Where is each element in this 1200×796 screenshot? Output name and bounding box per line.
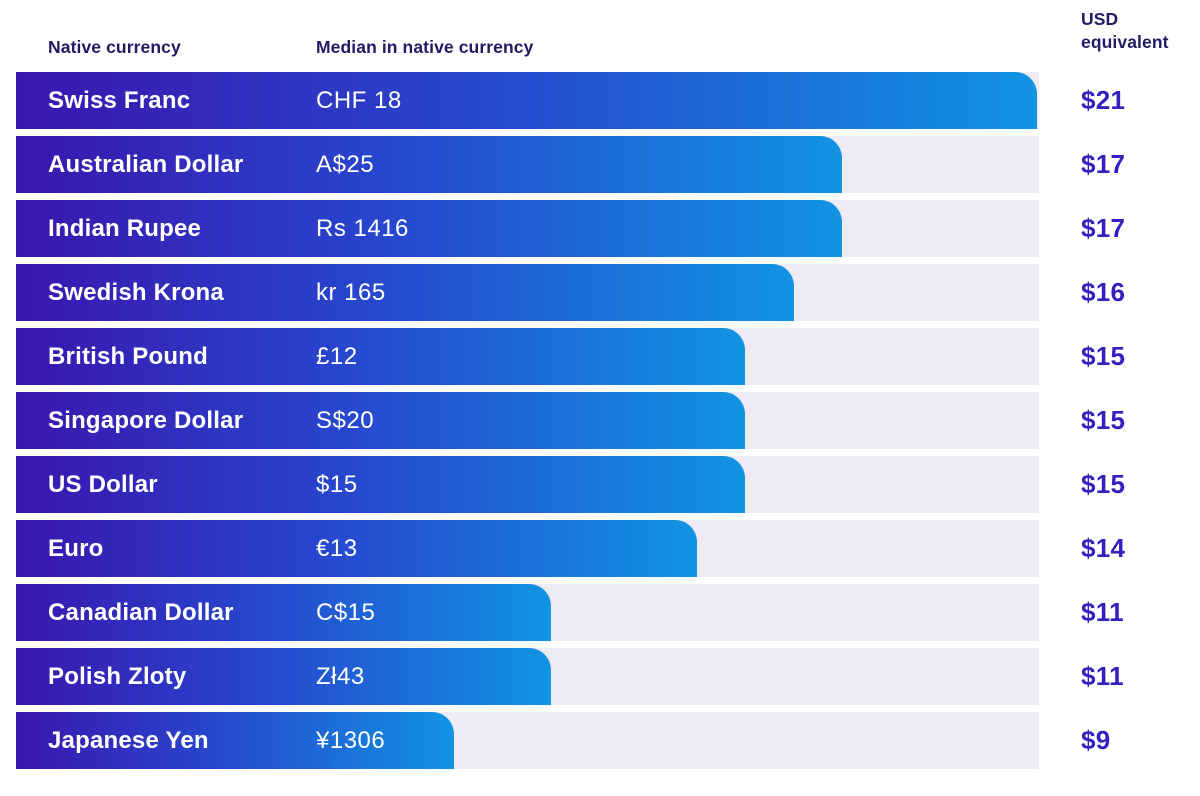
bar: Japanese Yen ¥1306 [16,712,454,769]
bar: Euro €13 [16,520,697,577]
chart-row: Canadian Dollar C$15 $11 [16,584,1125,641]
median-value: C$15 [316,598,376,626]
bar: Indian Rupee Rs 1416 [16,200,843,257]
bar-track: Swiss Franc CHF 18 [16,72,1039,129]
median-value: Rs 1416 [316,214,409,242]
usd-value: $16 [1081,277,1126,307]
bar: Swiss Franc CHF 18 [16,72,1037,129]
chart-row: Indian Rupee Rs 1416 $17 [16,200,1125,257]
median-value: CHF 18 [316,86,402,114]
bar: Polish Zloty Zł43 [16,648,551,705]
currency-label: British Pound [48,342,208,370]
chart-row: US Dollar $15 $15 [16,456,1125,513]
usd-value: $11 [1081,661,1124,691]
usd-value: $11 [1081,597,1124,627]
chart-row: Singapore Dollar S$20 $15 [16,392,1125,449]
median-value: S$20 [316,406,375,434]
usd-value: $17 [1081,149,1126,179]
chart-row: British Pound £12 $15 [16,328,1125,385]
currency-label: Japanese Yen [48,726,209,754]
usd-value: $9 [1081,725,1111,755]
bar-rows: Swiss Franc CHF 18 $21 Australian Dollar… [16,72,1125,769]
column-header-usd-equivalent: USD equivalent [1081,9,1169,52]
bar-track: Australian Dollar A$25 [16,136,1039,193]
usd-value: $14 [1081,533,1126,563]
bar-track: Swedish Krona kr 165 [16,264,1039,321]
median-value: $15 [316,470,358,498]
chart-row: Japanese Yen ¥1306 $9 [16,712,1125,769]
chart-row: Polish Zloty Zł43 $11 [16,648,1125,705]
bar: US Dollar $15 [16,456,746,513]
bar-track: Polish Zloty Zł43 [16,648,1039,705]
median-value: A$25 [316,150,375,178]
bar-track: US Dollar $15 [16,456,1039,513]
median-value: ¥1306 [316,726,386,754]
currency-label: US Dollar [48,470,158,498]
bar: Singapore Dollar S$20 [16,392,746,449]
column-header-median-native: Median in native currency [316,37,534,57]
median-value: kr 165 [316,278,386,306]
currency-label: Swedish Krona [48,278,224,306]
chart-row: Euro €13 $14 [16,520,1125,577]
bar-track: Japanese Yen ¥1306 [16,712,1039,769]
median-value: €13 [316,534,358,562]
chart-row: Swiss Franc CHF 18 $21 [16,72,1125,129]
median-value: £12 [316,342,358,370]
currency-label: Canadian Dollar [48,598,234,626]
currency-label: Polish Zloty [48,662,187,690]
usd-value: $21 [1081,85,1126,115]
currency-label: Singapore Dollar [48,406,244,434]
bar: Australian Dollar A$25 [16,136,843,193]
currency-label: Australian Dollar [48,150,244,178]
usd-value: $17 [1081,213,1126,243]
bar: Canadian Dollar C$15 [16,584,551,641]
chart-row: Swedish Krona kr 165 $16 [16,264,1125,321]
bar-track: Euro €13 [16,520,1039,577]
chart-row: Australian Dollar A$25 $17 [16,136,1125,193]
currency-label: Swiss Franc [48,86,191,114]
bar-track: Canadian Dollar C$15 [16,584,1039,641]
bar-track: Indian Rupee Rs 1416 [16,200,1039,257]
currency-label: Indian Rupee [48,214,202,242]
column-header-native-currency: Native currency [48,37,181,57]
bar: British Pound £12 [16,328,746,385]
currency-label: Euro [48,534,104,562]
usd-value: $15 [1081,341,1126,371]
usd-value: $15 [1081,405,1126,435]
bar-track: Singapore Dollar S$20 [16,392,1039,449]
bar-track: British Pound £12 [16,328,1039,385]
usd-value: $15 [1081,469,1126,499]
bar: Swedish Krona kr 165 [16,264,794,321]
median-value: Zł43 [316,662,365,690]
